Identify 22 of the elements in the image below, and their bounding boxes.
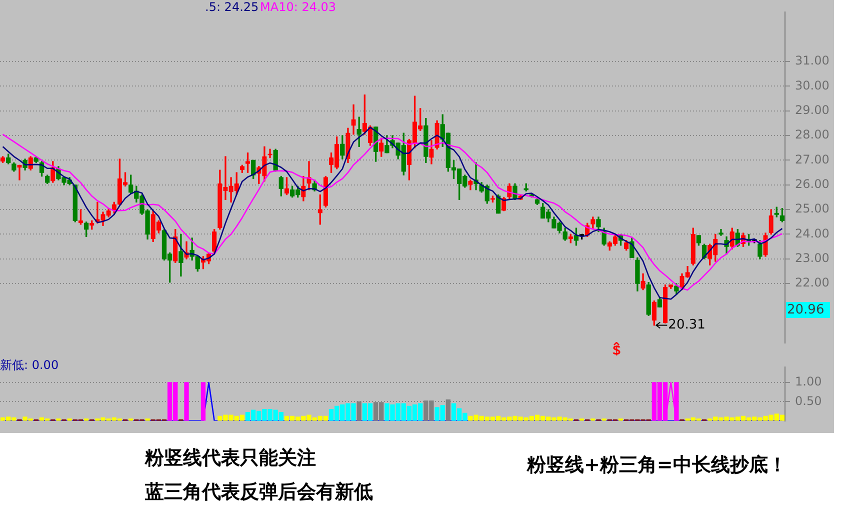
y-tick-label: 25.00 — [795, 202, 830, 216]
y-tick-label: 1.00 — [795, 374, 822, 389]
text: 蓝三角代表反弹后会有新低 — [145, 480, 373, 505]
annotation: 20.31 — [668, 318, 706, 333]
annotation: MA10: 24.03 — [260, 0, 336, 14]
bar — [184, 382, 189, 421]
y-tick-label: 22.00 — [795, 276, 830, 290]
text: 粉竖线代表只能关注 — [145, 446, 316, 471]
text: 20.96 — [787, 302, 824, 318]
bar — [200, 382, 206, 421]
y-tick-label: 0.50 — [795, 394, 822, 408]
annotation: .5: 24.25 — [205, 0, 259, 14]
y-tick-label: 24.00 — [795, 226, 830, 240]
y-tick-label: 28.00 — [795, 128, 830, 142]
y-tick-label: 31.00 — [795, 54, 830, 68]
text: 粉竖线+粉三角=中长线抄底！ — [527, 453, 787, 478]
y-tick-label: 26.00 — [795, 177, 830, 192]
y-tick-label: 30.00 — [795, 78, 830, 92]
annotation: 新低: 0.00 — [0, 357, 59, 374]
y-tick-label: 27.00 — [795, 152, 830, 166]
y-tick-label: 23.00 — [795, 251, 830, 266]
y-tick-label: 29.00 — [795, 103, 830, 118]
